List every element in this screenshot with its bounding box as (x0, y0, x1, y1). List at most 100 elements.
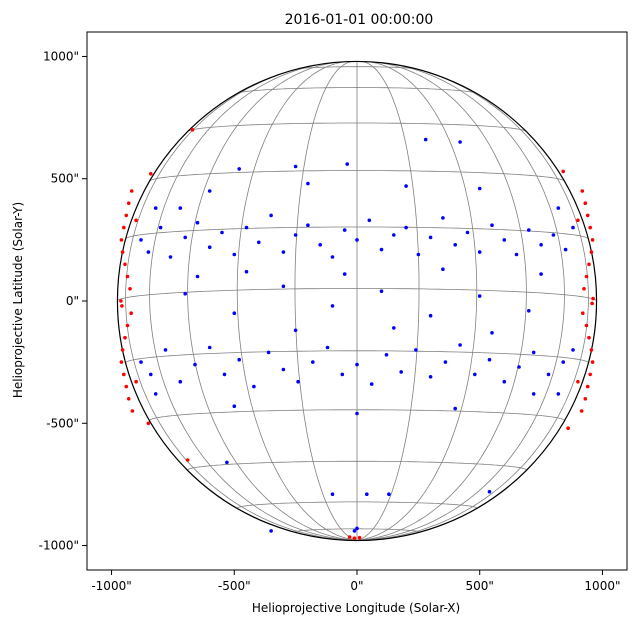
data-point (588, 225, 592, 230)
data-point (342, 272, 347, 276)
data-point (531, 350, 536, 355)
data-point (352, 529, 357, 533)
data-point (207, 345, 212, 350)
data-point (453, 406, 458, 411)
data-point (330, 304, 335, 308)
data-point (583, 397, 588, 401)
data-point (178, 379, 183, 384)
data-point (556, 206, 561, 210)
data-point (517, 365, 521, 369)
data-point (428, 235, 433, 240)
data-point (281, 284, 286, 289)
data-point (232, 404, 237, 409)
data-point (527, 309, 531, 313)
data-point (193, 362, 197, 367)
grid-longitude-line (236, 61, 358, 541)
data-point (190, 128, 195, 132)
data-point (367, 218, 372, 223)
data-point (588, 372, 592, 377)
data-point (183, 235, 187, 240)
data-point (531, 392, 536, 396)
data-point (399, 370, 404, 374)
data-point (490, 223, 494, 227)
data-point (355, 411, 359, 416)
data-point (232, 252, 237, 257)
data-point (576, 218, 580, 223)
data-point (379, 289, 384, 294)
grid-longitude-line (125, 65, 358, 541)
data-point (195, 220, 200, 225)
data-point (566, 426, 570, 431)
solar-limb (116, 60, 598, 542)
grid-longitude-line (356, 61, 420, 541)
x-axis-label: Helioprojective Longitude (Solar-X) (252, 601, 460, 615)
data-points (119, 128, 595, 540)
data-point (416, 252, 421, 257)
data-point (330, 255, 335, 259)
data-point (465, 230, 470, 235)
grid-longitude-line (356, 61, 527, 541)
data-point (129, 311, 133, 316)
grid-longitude-line (356, 65, 589, 541)
data-point (477, 250, 482, 254)
data-point (178, 206, 183, 210)
data-point (311, 360, 315, 364)
data-point (571, 225, 575, 230)
data-point (146, 421, 151, 426)
data-point (561, 360, 565, 364)
data-point (563, 247, 568, 252)
data-point (129, 189, 134, 193)
data-point (269, 213, 273, 218)
data-point (579, 409, 584, 413)
data-point (149, 172, 153, 176)
data-point (123, 262, 127, 267)
data-point (120, 250, 125, 254)
data-point (539, 272, 543, 276)
data-point (404, 184, 408, 188)
grid-longitude-line (356, 61, 478, 541)
plot-area (86, 31, 628, 571)
data-point (119, 299, 123, 303)
data-point (281, 367, 286, 372)
data-point (139, 360, 143, 364)
data-point (458, 343, 462, 347)
data-point (120, 304, 124, 308)
data-point (590, 301, 594, 306)
data-point (119, 360, 124, 364)
data-point (125, 323, 130, 328)
data-point (546, 372, 551, 377)
data-point (587, 335, 591, 340)
data-point (340, 372, 345, 377)
data-point (584, 323, 589, 328)
x-axis-ticks: -1000" -500" 0" 500" 1000" (91, 570, 620, 593)
grid-longitude-line (187, 61, 358, 541)
data-point (220, 230, 224, 235)
data-point (269, 529, 273, 533)
data-point (325, 345, 330, 350)
data-point (379, 247, 384, 252)
data-point (126, 397, 131, 401)
data-point (490, 331, 494, 335)
y-axis-label: Helioprojective Latitude (Solar-Y) (11, 202, 25, 398)
data-point (122, 372, 126, 377)
data-point (352, 536, 357, 540)
data-point (342, 228, 347, 232)
data-point (561, 169, 565, 174)
x-tick-label: -500" (218, 579, 251, 593)
y-tick-label: 0" (66, 294, 79, 308)
data-point (153, 392, 158, 396)
data-point (487, 357, 492, 362)
grid-longitude-line (149, 62, 358, 541)
y-axis-ticks: 1000" 500" 0" -500" -1000" (39, 49, 87, 553)
data-point (423, 137, 428, 142)
data-point (232, 311, 237, 316)
data-point (207, 189, 212, 193)
data-point (183, 291, 187, 296)
data-point (244, 225, 249, 230)
y-tick-label: 500" (51, 172, 79, 186)
data-point (330, 492, 335, 497)
data-point (428, 313, 433, 318)
data-point (441, 267, 445, 272)
data-point (384, 353, 389, 357)
